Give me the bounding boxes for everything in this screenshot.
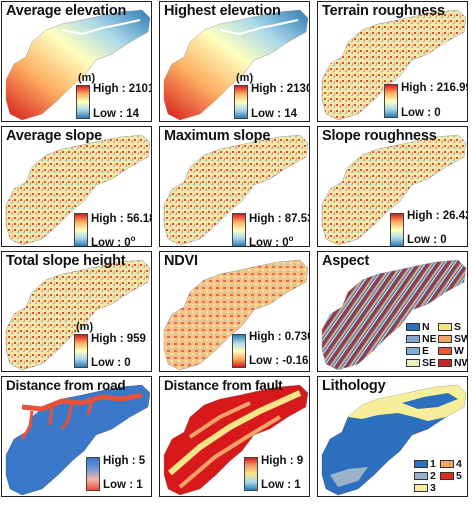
- legend-low: Low : 0: [91, 357, 131, 369]
- panel-title: Maximum slope: [164, 128, 271, 144]
- panel-highest-elevation: Highest elevation (m) High : 2130 Low : …: [159, 1, 310, 122]
- legend-label-nw: NW: [454, 357, 467, 369]
- legend-high: High : 0.730: [249, 331, 310, 343]
- legend-label-4: 4: [456, 458, 462, 470]
- legend-high: High : 9: [261, 455, 304, 467]
- legend-label-w: W: [454, 345, 464, 357]
- panel-title: Highest elevation: [164, 3, 281, 19]
- legend-swatch-s: [438, 323, 452, 331]
- legend-swatch-2: [414, 472, 428, 480]
- panel-average-elevation: Average elevation (m) High : 2101 Low : …: [1, 1, 152, 122]
- legend-color-ramp: [74, 334, 88, 368]
- legend-label-n: N: [422, 321, 430, 333]
- panel-title: NDVI: [164, 253, 198, 269]
- legend-low: Low : -0.162: [249, 355, 310, 367]
- legend-color-ramp: [234, 85, 248, 119]
- legend-color-ramp: [74, 213, 88, 246]
- legend-low: Low : 0: [407, 234, 447, 246]
- panel-average-slope: Average slope High : 56.18o Low : 0o: [1, 126, 152, 247]
- legend-color-ramp: [390, 213, 404, 246]
- legend-swatch-ne: [406, 335, 420, 343]
- legend-swatch-sw: [438, 335, 452, 343]
- legend-low: Low : 0o: [91, 234, 136, 247]
- legend-high: High : 2101: [93, 83, 152, 95]
- legend-low: Low : 1: [103, 479, 143, 491]
- panel-ndvi: NDVI High : 0.730 Low : -0.162: [159, 251, 310, 372]
- legend-low: Low : 0o: [249, 234, 294, 247]
- legend-color-ramp: [244, 457, 258, 491]
- legend-high: High : 216.99: [401, 82, 468, 94]
- legend-label-e: E: [422, 345, 430, 357]
- map-average-slope: [5, 134, 151, 246]
- panel-title: Distance from road: [6, 378, 126, 393]
- legend-high: High : 959: [91, 333, 146, 345]
- legend-swatch-e: [406, 347, 420, 355]
- legend-label-s: S: [454, 321, 462, 333]
- legend-swatch-nw: [438, 359, 452, 367]
- legend-high: High : 26.42: [407, 210, 468, 222]
- map-distance-from-fault: [163, 384, 309, 496]
- legend-swatch-5: [440, 472, 454, 480]
- legend-label-ne: NE: [422, 333, 437, 345]
- panel-terrain-roughness: Terrain roughness High : 216.99 Low : 0: [317, 1, 468, 122]
- panel-title: Average elevation: [6, 3, 127, 19]
- legend-unit: (m): [78, 72, 96, 84]
- map-distance-from-road: [5, 384, 151, 496]
- panel-title: Slope roughness: [322, 128, 437, 144]
- legend-swatch-se: [406, 359, 420, 367]
- legend-low: Low : 1: [261, 479, 301, 491]
- legend-label-se: SE: [422, 357, 437, 369]
- legend-unit: (m): [236, 72, 254, 84]
- panel-title: Lithology: [322, 378, 386, 394]
- legend-high: High : 5: [103, 455, 146, 467]
- map-lithology: [321, 384, 467, 496]
- legend-high: High : 87.53o: [249, 212, 310, 225]
- map-maximum-slope: [163, 134, 309, 246]
- legend-label-2: 2: [430, 470, 436, 482]
- legend-label-3: 3: [430, 482, 436, 494]
- legend-color-ramp: [384, 84, 398, 118]
- legend-label-sw: SW: [454, 333, 467, 345]
- panel-title: Aspect: [322, 253, 370, 269]
- map-slope-roughness: [321, 134, 467, 246]
- legend-unit: (m): [76, 321, 94, 333]
- map-terrain-roughness: [321, 9, 467, 121]
- legend-low: Low : 14: [93, 108, 140, 120]
- legend-high: High : 56.18o: [91, 212, 152, 225]
- panel-total-slope-height: Total slope height (m) High : 959 Low : …: [1, 251, 152, 372]
- map-ndvi: [163, 259, 309, 371]
- legend-label-5: 5: [456, 470, 462, 482]
- legend-low: Low : 14: [251, 108, 298, 120]
- legend-swatch-1: [414, 460, 428, 468]
- panel-distance-from-road: Distance from road High : 5 Low : 1: [1, 376, 152, 497]
- map-aspect: [321, 259, 467, 371]
- legend-color-ramp: [76, 85, 90, 119]
- panel-title: Terrain roughness: [322, 3, 445, 19]
- map-highest-elevation: [163, 9, 309, 121]
- legend-color-ramp: [86, 457, 100, 491]
- legend-color-ramp: [232, 213, 246, 246]
- panel-slope-roughness: Slope roughness High : 26.42 Low : 0: [317, 126, 468, 247]
- panel-title: Distance from fault: [164, 378, 283, 393]
- map-average-elevation: [5, 9, 151, 121]
- panel-title: Total slope height: [6, 253, 126, 269]
- panel-maximum-slope: Maximum slope High : 87.53o Low : 0o: [159, 126, 310, 247]
- legend-high: High : 2130: [251, 83, 310, 95]
- legend-swatch-4: [440, 460, 454, 468]
- legend-label-1: 1: [430, 458, 436, 470]
- legend-swatch-n: [406, 323, 420, 331]
- legend-swatch-3: [414, 484, 428, 492]
- legend-low: Low : 0: [401, 107, 441, 119]
- legend-swatch-w: [438, 347, 452, 355]
- panel-title: Average slope: [6, 128, 102, 144]
- legend-color-ramp: [232, 334, 246, 368]
- map-total-slope-height: [5, 259, 151, 371]
- panel-distance-from-fault: Distance from fault High : 9 Low : 1: [159, 376, 310, 497]
